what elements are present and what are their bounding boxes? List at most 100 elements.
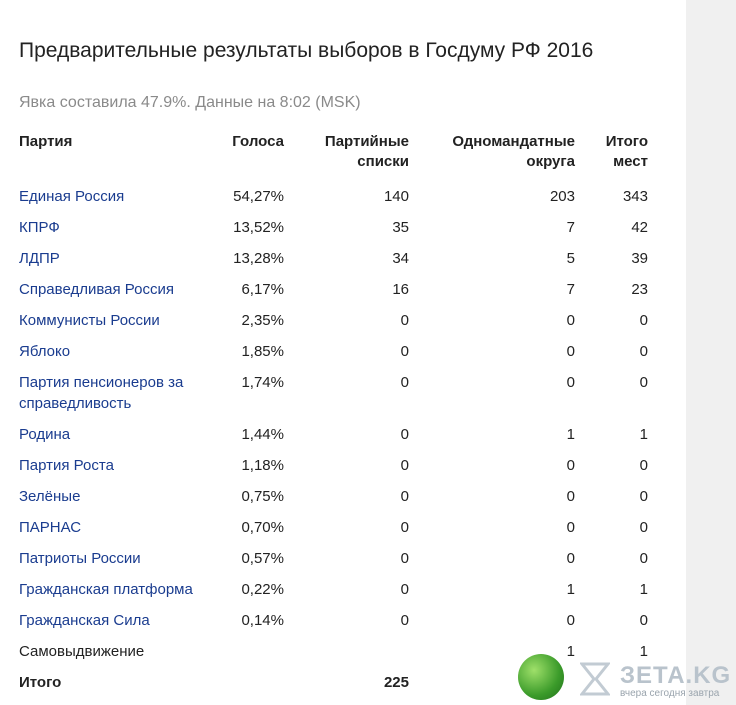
turnout-subtitle: Явка составила 47.9%. Данные на 8:02 (MS… [19, 94, 361, 111]
votes-cell: 0,22% [241, 581, 284, 598]
header-single-districts: Одномандатные округа [452, 133, 575, 170]
total-cell: 1 [639, 581, 648, 598]
total-cell: 0 [639, 457, 648, 474]
party-link[interactable]: Патриоты России [19, 550, 141, 567]
party-cell: ЛДПР [19, 248, 227, 279]
districts-cell: 203 [549, 188, 575, 205]
votes-cell: 1,44% [241, 426, 284, 443]
table-row: Родина 1,44% 0 1 1 [19, 424, 648, 455]
lists-cell: 0 [400, 550, 409, 567]
total-lists-cell: 225 [383, 674, 409, 691]
table-row: Патриоты России 0,57% 0 0 0 [19, 548, 648, 579]
party-link[interactable]: ПАРНАС [19, 519, 82, 536]
districts-cell: 1 [566, 581, 575, 598]
districts-cell: 7 [566, 219, 575, 236]
total-cell: 0 [639, 488, 648, 505]
page-title: Предварительные результаты выборов в Гос… [19, 39, 594, 62]
table-row: Гражданская Сила 0,14% 0 0 0 [19, 610, 648, 641]
total-label-cell: Итого [19, 674, 62, 691]
table-row: Справедливая Россия 6,17% 16 7 23 [19, 279, 648, 310]
total-cell: 0 [639, 374, 648, 391]
lists-cell: 140 [383, 188, 409, 205]
lists-cell: 0 [400, 374, 409, 391]
votes-cell: 0,70% [241, 519, 284, 536]
party-cell: КПРФ [19, 217, 227, 248]
hourglass-icon [580, 662, 610, 696]
globe-icon [518, 654, 564, 700]
districts-cell: 0 [566, 374, 575, 391]
lists-cell: 16 [392, 281, 409, 298]
districts-cell: 0 [566, 343, 575, 360]
votes-cell: 1,18% [241, 457, 284, 474]
lists-cell: 0 [400, 612, 409, 629]
lists-cell: 34 [392, 250, 409, 267]
table-header-row: Партия Голоса Партийные списки Одноманда… [19, 132, 648, 186]
party-link[interactable]: Гражданская платформа [19, 581, 193, 598]
party-link[interactable]: Коммунисты России [19, 312, 160, 329]
lists-cell: 0 [400, 426, 409, 443]
party-link[interactable]: Партия пенсионеров за справедливость [19, 374, 184, 412]
table-row: Коммунисты России 2,35% 0 0 0 [19, 310, 648, 341]
table-row: Яблоко 1,85% 0 0 0 [19, 341, 648, 372]
watermark-tagline: вчера сегодня завтра [620, 688, 720, 699]
party-link[interactable]: Партия Роста [19, 457, 114, 474]
total-cell: 1 [639, 426, 648, 443]
party-link[interactable]: Яблоко [19, 343, 71, 360]
party-cell: Зелёные [19, 486, 227, 517]
districts-cell: 1 [566, 643, 575, 660]
header-party-lists: Партийные списки [324, 133, 409, 170]
party-link[interactable]: Зелёные [19, 488, 81, 505]
table-row: Самовыдвижение 1 1 [19, 641, 648, 672]
party-cell: Единая Россия [19, 186, 227, 217]
party-link[interactable]: Гражданская Сила [19, 612, 150, 629]
total-cell: 23 [631, 281, 648, 298]
party-cell: Родина [19, 424, 227, 455]
votes-cell: 1,74% [241, 374, 284, 391]
districts-cell: 0 [566, 312, 575, 329]
table-row: Партия Роста 1,18% 0 0 0 [19, 455, 648, 486]
party-cell: Яблоко [19, 341, 227, 372]
header-total-seats: Итого мест [605, 133, 648, 170]
header-votes: Голоса [232, 133, 284, 150]
party-link[interactable]: Родина [19, 426, 71, 443]
lists-cell: 0 [400, 343, 409, 360]
party-link[interactable]: КПРФ [19, 219, 60, 236]
party-link[interactable]: ЛДПР [19, 250, 60, 267]
lists-cell [284, 641, 409, 672]
party-cell: Самовыдвижение [19, 643, 145, 660]
votes-cell: 0,75% [241, 488, 284, 505]
lists-cell: 35 [392, 219, 409, 236]
party-link[interactable]: Единая Россия [19, 188, 125, 205]
party-link[interactable]: Справедливая Россия [19, 281, 174, 298]
header-party: Партия [19, 133, 73, 150]
party-cell: Справедливая Россия [19, 279, 227, 310]
total-cell: 0 [639, 612, 648, 629]
districts-cell: 7 [566, 281, 575, 298]
total-cell: 0 [639, 519, 648, 536]
districts-cell: 0 [566, 457, 575, 474]
party-cell: Патриоты России [19, 548, 227, 579]
districts-cell: 0 [566, 612, 575, 629]
votes-cell: 0,57% [241, 550, 284, 567]
total-cell: 42 [631, 219, 648, 236]
lists-cell: 0 [400, 488, 409, 505]
total-cell: 0 [639, 312, 648, 329]
districts-cell: 1 [566, 426, 575, 443]
districts-cell: 0 [566, 519, 575, 536]
votes-cell: 2,35% [241, 312, 284, 329]
results-table: Партия Голоса Партийные списки Одноманда… [19, 132, 648, 703]
table-row: Гражданская платформа 0,22% 0 1 1 [19, 579, 648, 610]
votes-cell: 54,27% [233, 188, 284, 205]
watermark-text: ЗЕТА.KG [620, 662, 732, 689]
total-cell: 343 [622, 188, 648, 205]
party-cell: Гражданская платформа [19, 579, 227, 610]
total-votes-cell [227, 672, 284, 703]
total-cell: 39 [631, 250, 648, 267]
total-cell: 1 [639, 643, 648, 660]
party-cell: Партия Роста [19, 455, 227, 486]
votes-cell: 1,85% [241, 343, 284, 360]
results-body: Единая Россия 54,27% 140 203 343 КПРФ 13,52% 35… [19, 186, 648, 703]
watermark-logo: ЗЕТА.KG вчера сегодня завтра [516, 650, 736, 705]
votes-cell: 13,28% [233, 250, 284, 267]
votes-cell: 13,52% [233, 219, 284, 236]
